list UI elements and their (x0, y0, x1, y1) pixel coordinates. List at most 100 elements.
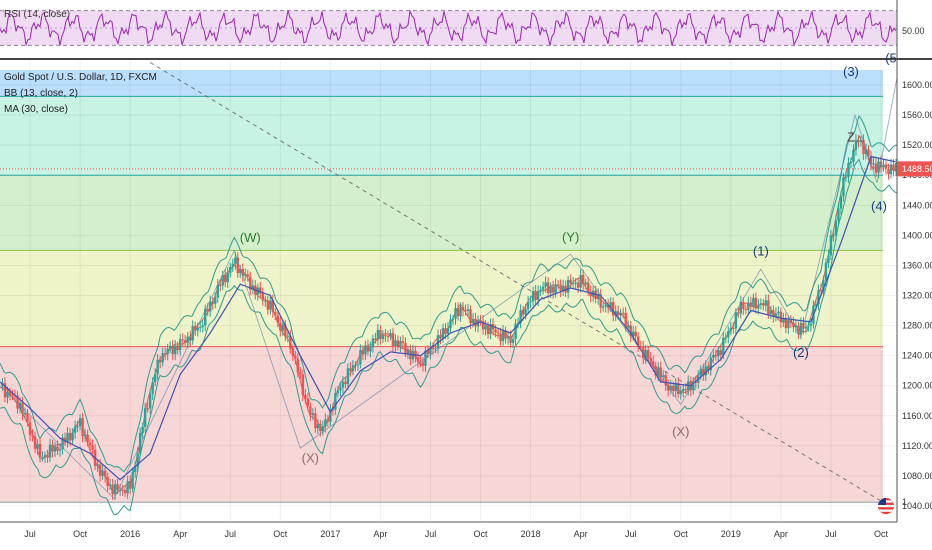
candle-body-185 (464, 310, 467, 312)
candle-body-257 (644, 349, 647, 359)
candle-body-34 (86, 434, 89, 443)
candle-body-141 (354, 365, 357, 367)
candle-body-122 (306, 398, 310, 407)
candle-body-348 (872, 163, 875, 165)
candle-body-21 (53, 446, 57, 452)
candle-body-182 (456, 308, 460, 317)
bb-upper-line (0, 114, 898, 473)
candle-body-317 (794, 325, 798, 328)
candle-body-304 (762, 303, 765, 306)
candle-body-334 (837, 208, 840, 221)
candle-body-232 (581, 274, 585, 285)
candle-body-158 (396, 340, 400, 347)
candle-body-118 (296, 358, 300, 373)
candle-body-326 (817, 290, 820, 305)
candle-body-127 (319, 424, 322, 432)
candle-body-110 (276, 315, 280, 323)
candle-body-89 (224, 274, 227, 283)
candle-body-227 (569, 279, 572, 284)
candle-body-78 (196, 327, 199, 331)
candle-body-285 (714, 355, 717, 357)
candle-body-322 (807, 325, 810, 327)
candle-body-209 (524, 309, 527, 315)
partial-axis-label: 1 (902, 497, 907, 507)
candle-body-36 (91, 445, 94, 450)
candle-body-129 (324, 419, 327, 427)
candle-body-99 (249, 276, 252, 290)
candle-body-286 (717, 350, 720, 357)
candle-body-149 (374, 338, 377, 340)
candle-body-9 (23, 412, 27, 415)
candle-body-302 (757, 304, 760, 309)
candle-body-333 (834, 220, 838, 236)
candle-body-296 (742, 302, 745, 310)
candle-body-271 (679, 391, 682, 395)
candle-body-282 (707, 366, 710, 371)
candle-body-205 (514, 323, 517, 340)
candle-body-244 (611, 302, 615, 316)
candle-body-16 (41, 456, 44, 458)
candle-body-84 (211, 301, 214, 304)
candle-body-342 (857, 140, 860, 143)
candle-body-155 (389, 333, 392, 337)
candle-body-112 (281, 324, 285, 331)
candle-body-79 (199, 327, 202, 329)
candle-body-343 (859, 140, 863, 143)
candle-body-3 (8, 391, 12, 396)
legend: Gold Spot / U.S. Dollar, 1D, FXCM BB (13… (4, 72, 157, 115)
candle-body-5 (13, 395, 17, 397)
time-label-8: Jul (425, 529, 437, 539)
candle-body-59 (148, 394, 152, 409)
candle-body-355 (889, 164, 893, 175)
candle-body-193 (484, 325, 487, 330)
candle-body-183 (459, 306, 462, 317)
candle-body-177 (444, 328, 447, 334)
candle-body-287 (719, 350, 723, 355)
candle-body-51 (128, 481, 132, 489)
candle-body-243 (609, 302, 612, 308)
wave-label-1: (X) (302, 450, 319, 465)
candle-body-104 (261, 293, 264, 301)
us-flag-icon (877, 497, 895, 515)
candle-body-135 (339, 387, 342, 391)
candle-body-325 (814, 304, 818, 306)
candle-body-131 (329, 409, 332, 422)
candle-body-53 (133, 466, 137, 473)
time-label-4: Jul (224, 529, 236, 539)
candle-body-230 (576, 282, 580, 288)
candle-body-174 (436, 335, 440, 349)
candle-body-61 (153, 374, 157, 383)
wave-path (0, 77, 898, 500)
candle-body-22 (56, 446, 59, 451)
time-label-7: Apr (373, 529, 387, 539)
candle-body-210 (526, 301, 530, 310)
price-label-8: 1280.00 (902, 321, 932, 331)
candle-body-229 (574, 282, 577, 284)
candle-body-260 (652, 361, 655, 367)
candle-body-329 (824, 262, 828, 281)
candle-body-349 (874, 163, 878, 173)
candle-body-300 (752, 297, 755, 307)
candle-body-123 (309, 406, 312, 416)
candle-body-250 (627, 325, 630, 328)
candle-body-345 (864, 149, 868, 155)
candle-body-191 (479, 319, 482, 321)
candle-body-145 (364, 345, 367, 355)
time-label-10: 2018 (521, 529, 541, 539)
candle-body-32 (81, 418, 84, 437)
candle-body-253 (634, 331, 637, 337)
candle-body-338 (847, 162, 850, 178)
candle-body-218 (546, 282, 550, 294)
time-label-2: 2016 (120, 529, 140, 539)
candle-body-255 (639, 346, 642, 348)
rsi-line (0, 9, 897, 47)
candle-body-82 (206, 308, 209, 312)
candle-body-76 (191, 326, 194, 341)
candle-body-170 (426, 350, 430, 354)
candle-body-68 (171, 345, 174, 355)
wave-label-4: (1) (753, 244, 769, 259)
ma-line (0, 155, 896, 481)
candle-body-171 (429, 347, 432, 354)
candle-body-277 (694, 381, 697, 383)
candle-body-133 (334, 392, 337, 410)
